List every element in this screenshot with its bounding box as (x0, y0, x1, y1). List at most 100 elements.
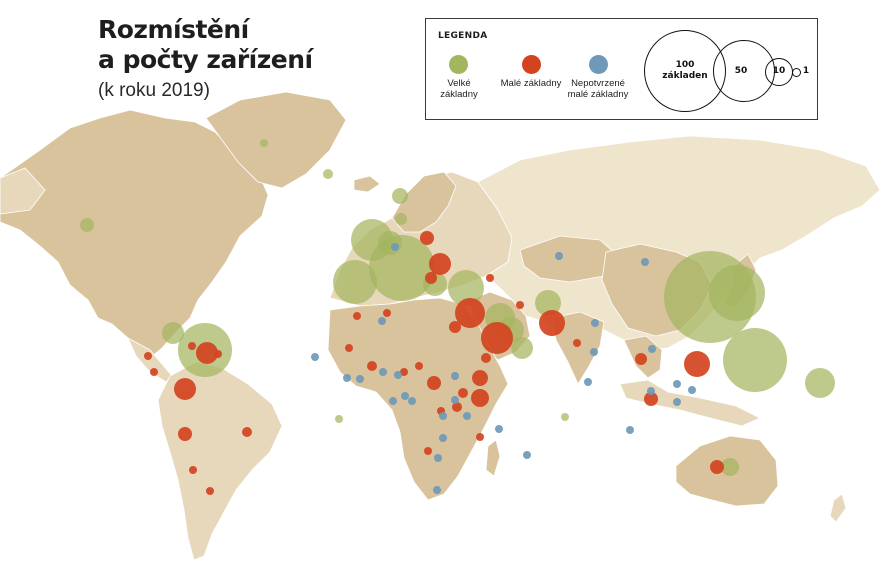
unconfirmed-base-bubble (626, 426, 634, 434)
unconfirmed-base-bubble (647, 387, 655, 395)
small-base-bubble (458, 388, 468, 398)
unconfirmed-base-bubble (439, 412, 447, 420)
unconfirmed-base-bubble (391, 243, 399, 251)
unconfirmed-base-bubble (591, 319, 599, 327)
map-title-line-1: Rozmístění (98, 15, 249, 44)
large-base-bubble (260, 139, 268, 147)
legend-size-1-label: 1 (802, 66, 810, 76)
legend-title: LEGENDA (438, 31, 488, 41)
legend-size-100-label: 100 základen (650, 60, 720, 82)
small-base-bubble (189, 466, 197, 474)
unconfirmed-base-bubble (688, 386, 696, 394)
unconfirmed-base-bubble (584, 378, 592, 386)
small-base-bubble (206, 487, 214, 495)
large-base-bubble (561, 413, 569, 421)
unconfirmed-base-bubble (408, 397, 416, 405)
unconfirmed-base-bubble (463, 412, 471, 420)
india-landmass (551, 311, 605, 385)
legend-size-100-value: 100 (675, 60, 695, 70)
small-base-bubble (486, 274, 494, 282)
small-base-bubble (635, 353, 647, 365)
small-base-bubble (427, 376, 441, 390)
unconfirmed-base-bubble (379, 368, 387, 376)
unconfirmed-base-bubble (451, 396, 459, 404)
iceland-landmass (353, 175, 381, 193)
small-base-bubble (644, 392, 658, 406)
large-base-bubble (392, 188, 408, 204)
small-base-bubble (429, 253, 451, 275)
unconfirmed-base-bubble (343, 374, 351, 382)
small-base-bubble (188, 342, 196, 350)
small-base-bubble (415, 362, 423, 370)
legend-size-100-unit: základen (662, 71, 708, 81)
legend-large-bases-label: Velké základny (426, 78, 499, 100)
legend-size-1-circle (792, 68, 801, 77)
large-base-bubble (335, 415, 343, 423)
small-base-bubble (481, 322, 513, 354)
large-base-bubble (805, 368, 835, 398)
alaska-landmass (0, 167, 46, 215)
unconfirmed-base-bubble (434, 454, 442, 462)
new-zealand-landmass (829, 493, 847, 523)
large-base-bubble (333, 260, 377, 304)
unconfirmed-base-bubble (378, 317, 386, 325)
small-base-bubble (684, 351, 710, 377)
unconfirmed-base-bubble (451, 372, 459, 380)
legend-small-bases-label: Malé základny (500, 78, 562, 89)
small-base-bubble (539, 310, 565, 336)
small-base-bubble (150, 368, 158, 376)
unconfirmed-base-bubble (433, 486, 441, 494)
africa-landmass (327, 297, 509, 501)
unconfirmed-base-bubble (311, 353, 319, 361)
small-base-bubble (455, 298, 485, 328)
large-base-bubble (535, 290, 561, 316)
small-base-bubble (196, 342, 218, 364)
small-base-bubble (242, 427, 252, 437)
scandinavia-landmass (391, 171, 457, 233)
large-base-bubble (80, 218, 94, 232)
small-base-bubble (174, 378, 196, 400)
legend-size-50-label: 50 (734, 66, 748, 76)
bubbles-layer (80, 139, 835, 495)
unconfirmed-base-bubble (439, 434, 447, 442)
legend-size-10-label: 10 (772, 66, 786, 76)
small-base-bubble (383, 309, 391, 317)
small-base-bubble (400, 368, 408, 376)
map-title-line-2: a počty zařízení (98, 45, 313, 74)
small-base-bubble (178, 427, 192, 441)
small-base-bubble (420, 231, 434, 245)
unconfirmed-base-bubble (495, 425, 503, 433)
large-base-bubble (323, 169, 333, 179)
legend-unconfirmed-bases-label-line1: Nepotvrzené (571, 78, 625, 89)
unconfirmed-base-bubble (394, 371, 402, 379)
small-base-bubble (425, 272, 437, 284)
large-base-bubble (162, 322, 184, 344)
small-base-bubble (516, 301, 524, 309)
unconfirmed-base-bubble (641, 258, 649, 266)
unconfirmed-base-bubble (523, 451, 531, 459)
small-base-bubble (452, 402, 462, 412)
legend-large-bases-swatch (449, 55, 468, 74)
small-base-bubble (476, 433, 484, 441)
large-base-bubble (395, 213, 407, 225)
legend-large-bases-label-line2: základny (440, 89, 478, 100)
small-base-bubble (481, 353, 491, 363)
small-base-bubble (472, 370, 488, 386)
unconfirmed-base-bubble (401, 392, 409, 400)
large-base-bubble (448, 270, 484, 306)
unconfirmed-base-bubble (555, 252, 563, 260)
small-base-bubble (573, 339, 581, 347)
unconfirmed-base-bubble (590, 348, 598, 356)
small-base-bubble (353, 312, 361, 320)
small-base-bubble (471, 389, 489, 407)
small-base-bubble (214, 350, 222, 358)
south-america-landmass (157, 361, 283, 561)
small-base-bubble (710, 460, 724, 474)
large-base-bubble (369, 235, 435, 301)
legend-small-bases-swatch (522, 55, 541, 74)
large-base-bubble (723, 328, 787, 392)
large-base-bubble (709, 265, 765, 321)
legend-box: LEGENDA Velké základny Malé základny Nep… (425, 18, 818, 120)
